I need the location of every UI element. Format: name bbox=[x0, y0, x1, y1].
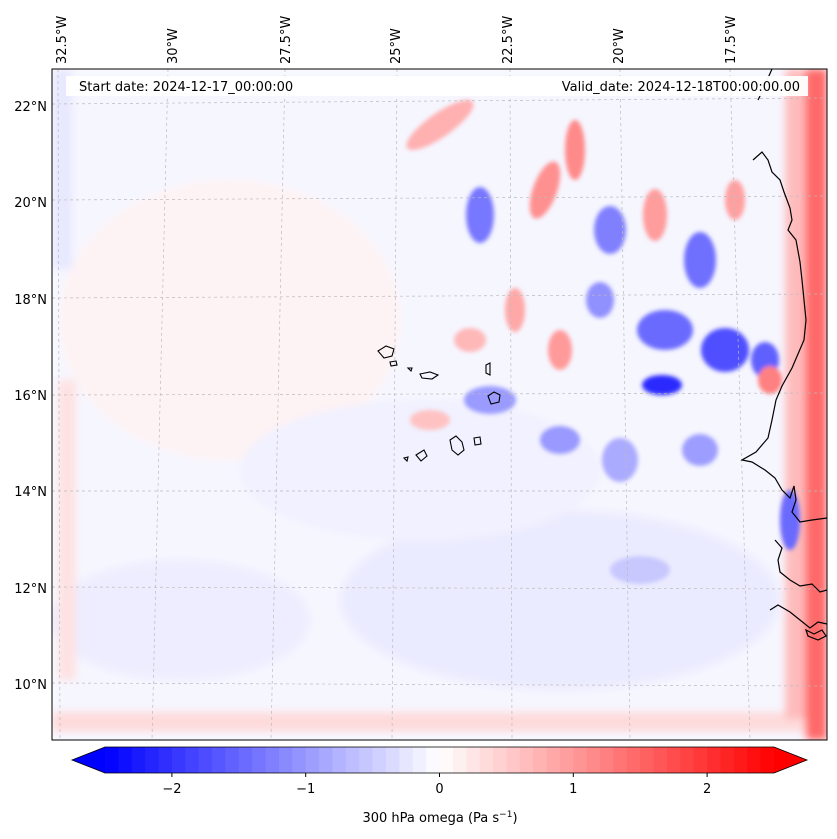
colorbar-segment bbox=[198, 747, 213, 773]
colorbar-segment bbox=[399, 747, 414, 773]
map-panel: Start date: 2024-12-17_00:00:00 Valid_da… bbox=[51, 68, 828, 741]
colorbar-min-extend bbox=[72, 747, 105, 773]
cape-verde-islands bbox=[377, 345, 501, 463]
lat-label-14n: 14°N bbox=[14, 485, 47, 500]
colorbar-label-main: 300 hPa omega (Pa s bbox=[362, 811, 499, 826]
latitude-labels: 22°N 20°N 18°N 16°N 14°N 12°N 10°N bbox=[14, 100, 47, 693]
colorbar-outline bbox=[70, 746, 809, 774]
lon-label-25w: 25°W bbox=[389, 28, 404, 64]
colorbar-segment bbox=[546, 747, 561, 773]
valid-date-label: Valid_date: 2024-12-18T00:00:00.00 bbox=[562, 80, 800, 95]
colorbar-tick-label: −2 bbox=[162, 782, 181, 797]
colorbar-segment bbox=[653, 747, 668, 773]
colorbar-tick-label: 1 bbox=[569, 782, 577, 797]
colorbar-segment bbox=[105, 747, 119, 773]
colorbar-tick-label: 2 bbox=[703, 782, 711, 797]
date-banner bbox=[66, 76, 808, 96]
colorbar-segment bbox=[238, 747, 253, 773]
colorbar-segment bbox=[640, 747, 655, 773]
colorbar-segment bbox=[385, 747, 400, 773]
colorbar-segment bbox=[319, 747, 334, 773]
lon-label-27.5w: 27.5°W bbox=[279, 16, 294, 64]
graticule bbox=[52, 69, 827, 740]
colorbar-segment bbox=[252, 747, 267, 773]
colorbar-segment bbox=[372, 747, 387, 773]
lon-label-20w: 20°W bbox=[612, 28, 627, 64]
colorbar-segment bbox=[225, 747, 240, 773]
lon-label-32.5w: 32.5°W bbox=[55, 16, 70, 64]
colorbar-segment bbox=[626, 747, 641, 773]
colorbar-segment bbox=[707, 747, 722, 773]
colorbar-segment bbox=[519, 747, 534, 773]
colorbar-segment bbox=[733, 747, 748, 773]
lon-label-22.5w: 22.5°W bbox=[501, 16, 516, 64]
colorbar-segment bbox=[586, 747, 601, 773]
colorbar-segment bbox=[131, 747, 146, 773]
colorbar-segments bbox=[105, 747, 775, 773]
colorbar-segment bbox=[666, 747, 681, 773]
colorbar-segment bbox=[305, 747, 320, 773]
colorbar-segment bbox=[680, 747, 695, 773]
lat-label-12n: 12°N bbox=[14, 582, 47, 597]
coastline bbox=[740, 69, 827, 641]
colorbar-max-extend bbox=[774, 747, 807, 773]
colorbar-segment bbox=[118, 747, 133, 773]
colorbar-ticks: −2 −1 0 1 2 bbox=[162, 773, 711, 797]
lon-label-17.5w: 17.5°W bbox=[724, 16, 739, 64]
colorbar-segment bbox=[693, 747, 708, 773]
lat-label-16n: 16°N bbox=[14, 389, 47, 404]
colorbar-label-close: ) bbox=[512, 811, 517, 826]
colorbar-segment bbox=[573, 747, 588, 773]
colorbar-tick-label: −1 bbox=[296, 782, 315, 797]
colorbar-segment bbox=[720, 747, 735, 773]
colorbar-segment bbox=[265, 747, 280, 773]
colorbar-label: 300 hPa omega (Pa s−1) bbox=[362, 810, 517, 826]
lat-label-18n: 18°N bbox=[14, 293, 47, 308]
lat-label-22n: 22°N bbox=[14, 100, 47, 115]
lat-label-20n: 20°N bbox=[14, 196, 47, 211]
colorbar-segment bbox=[158, 747, 173, 773]
colorbar-segment bbox=[493, 747, 507, 773]
colorbar-segment bbox=[760, 747, 775, 773]
colorbar-segment bbox=[145, 747, 160, 773]
colorbar-segment bbox=[359, 747, 374, 773]
colorbar-label-exponent: −1 bbox=[499, 810, 512, 820]
colorbar-segment bbox=[278, 747, 293, 773]
colorbar-segment bbox=[412, 747, 427, 773]
colorbar-segment bbox=[292, 747, 307, 773]
colorbar-segment bbox=[559, 747, 574, 773]
colorbar-segment bbox=[345, 747, 360, 773]
colorbar-segment bbox=[533, 747, 548, 773]
longitude-labels: 32.5°W 30°W 27.5°W 25°W 22.5°W 20°W 17.5… bbox=[55, 16, 739, 64]
colorbar-segment bbox=[439, 747, 454, 773]
lon-label-30w: 30°W bbox=[166, 28, 181, 64]
colorbar-segment bbox=[479, 747, 494, 773]
colorbar-segment bbox=[506, 747, 521, 773]
colorbar-segment bbox=[171, 747, 186, 773]
map-frame bbox=[51, 68, 828, 741]
colorbar-segment bbox=[426, 747, 441, 773]
colorbar: −2 −1 0 1 2 300 hPa omega (Pa s−1) bbox=[70, 746, 809, 826]
lat-label-10n: 10°N bbox=[14, 678, 47, 693]
colorbar-segment bbox=[212, 747, 227, 773]
colorbar-tick-label: 0 bbox=[435, 782, 443, 797]
colorbar-segment bbox=[600, 747, 615, 773]
colorbar-segment bbox=[452, 747, 467, 773]
colorbar-segment bbox=[332, 747, 347, 773]
colorbar-segment bbox=[185, 747, 200, 773]
omega-field bbox=[52, 69, 827, 740]
colorbar-segment bbox=[747, 747, 762, 773]
colorbar-segment bbox=[613, 747, 628, 773]
start-date-label: Start date: 2024-12-17_00:00:00 bbox=[79, 80, 293, 95]
colorbar-segment bbox=[466, 747, 481, 773]
